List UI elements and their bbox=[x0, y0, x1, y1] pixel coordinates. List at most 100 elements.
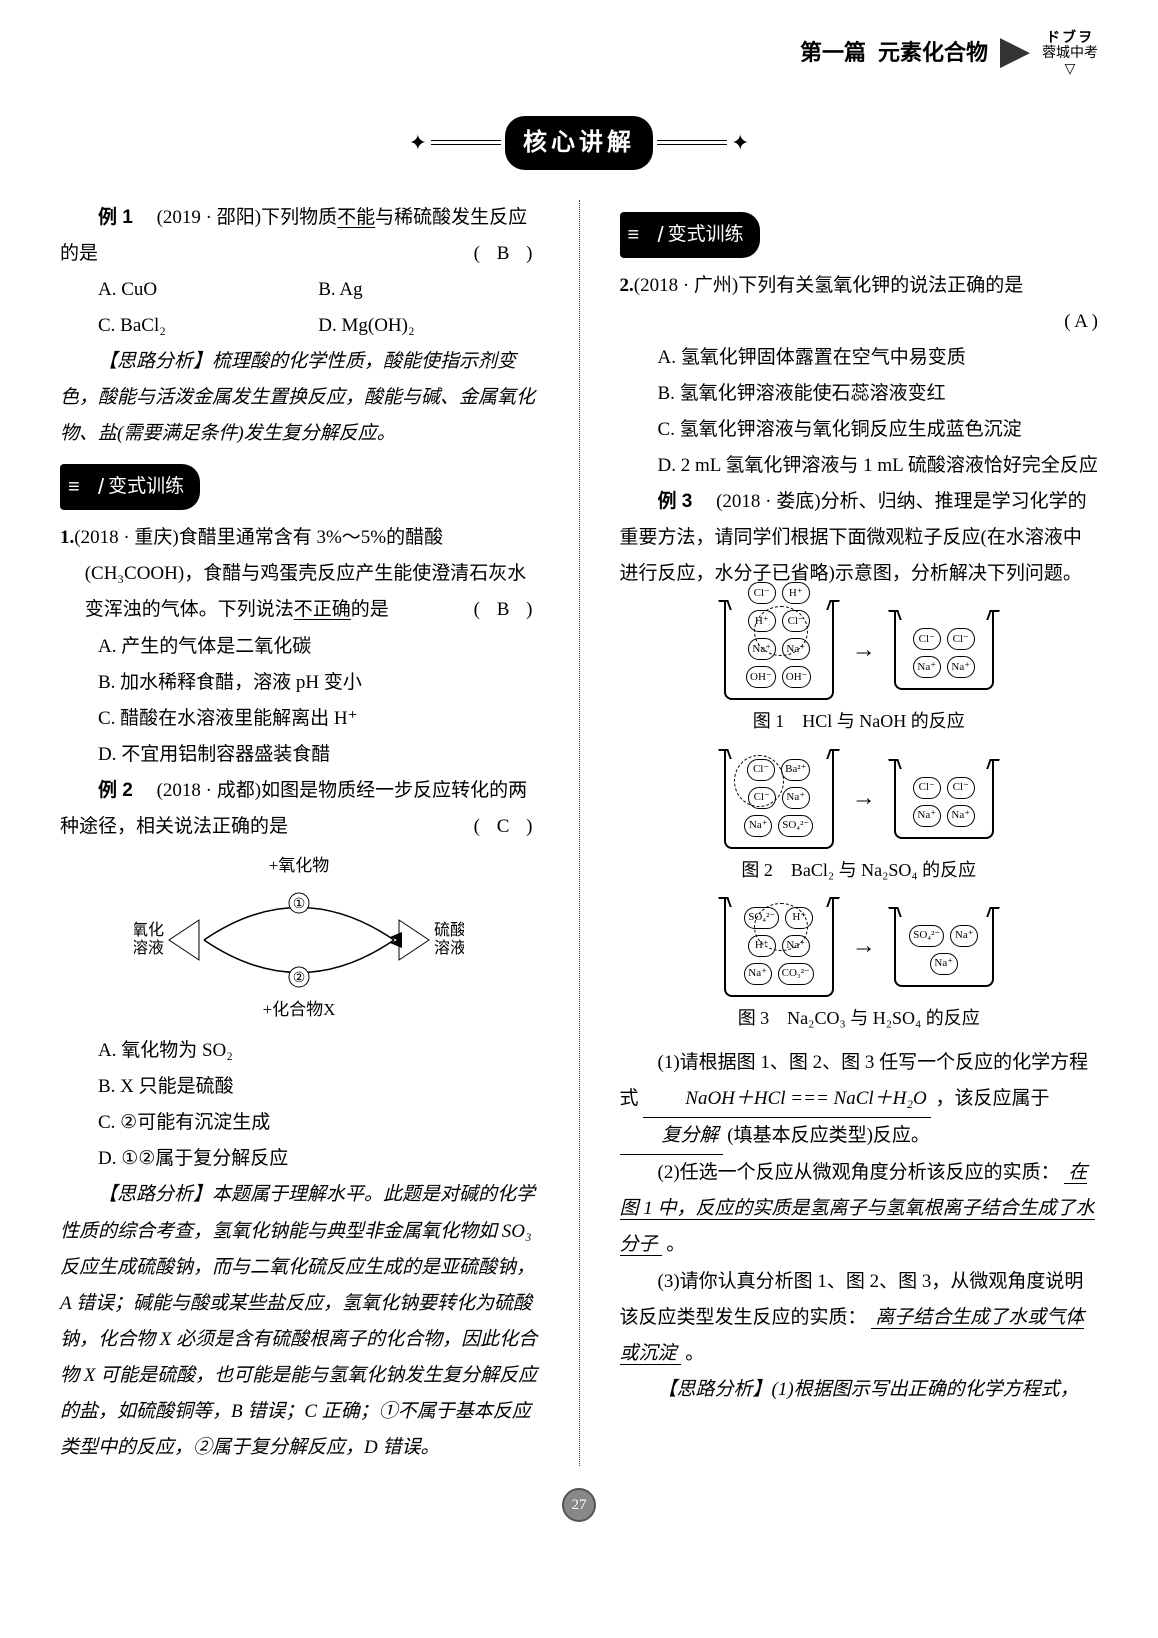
q1-text: 1.(2018 · 重庆)食醋里通常含有 3%～5%的醋酸(CH₃COOH)，食… bbox=[60, 520, 539, 628]
ion: Na⁺ bbox=[744, 963, 772, 985]
ion: Na⁺ bbox=[913, 656, 941, 678]
variant-label-2: 变式训练 bbox=[668, 217, 744, 253]
diag-top-label: +氧化物 bbox=[269, 856, 330, 875]
ex2-label: 例 2 bbox=[98, 780, 133, 801]
ion: Na⁺ bbox=[913, 805, 941, 827]
fig1-left-beaker: Cl⁻ H⁺ H⁺ Cl⁻ Na⁺ Na⁺ OH⁻ OH⁻ bbox=[724, 600, 834, 700]
ex3-lead: 例 3 (2018 · 娄底)分析、归纳、推理是学习化学的重要方法，请同学们根据… bbox=[620, 484, 1099, 592]
variant-banner-1: / 变式训练 bbox=[60, 464, 200, 510]
ex1-optA: A. CuO bbox=[98, 272, 318, 308]
fig1-right-beaker: Cl⁻ Cl⁻ Na⁺ Na⁺ bbox=[894, 610, 994, 690]
q2-text: 2.(2018 · 广州)下列有关氢氧化钾的说法正确的是 bbox=[620, 268, 1099, 304]
sub2-period: 。 bbox=[666, 1234, 685, 1255]
ion: Cl⁻ bbox=[947, 628, 975, 650]
fig1-pair: Cl⁻ H⁺ H⁺ Cl⁻ Na⁺ Na⁺ OH⁻ OH⁻ → Cl⁻ Cl⁻ … bbox=[620, 600, 1099, 700]
sub3-period: 。 bbox=[685, 1343, 704, 1364]
fig3-right-beaker: SO₄²⁻ Na⁺ Na⁺ bbox=[894, 907, 994, 987]
ion: SO₄²⁻ bbox=[909, 925, 944, 947]
ex2-optB: B. X 只能是硫酸 bbox=[60, 1069, 539, 1105]
banner-line-right bbox=[657, 140, 727, 145]
fig1-dashed bbox=[754, 606, 808, 656]
ex2-optD: D. ①②属于复分解反应 bbox=[60, 1141, 539, 1177]
q1-optC: C. 醋酸在水溶液里能解离出 H⁺ bbox=[60, 701, 539, 737]
sub2-text: (2)任选一个反应从微观角度分析该反应的实质： bbox=[658, 1162, 1060, 1183]
fig2-left-beaker: Cl⁻ Ba²⁺ Cl⁻ Na⁺ Na⁺ SO₄²⁻ bbox=[724, 749, 834, 849]
left-node-l2: 钠溶液 bbox=[134, 939, 164, 957]
slash-icon: / bbox=[98, 466, 104, 508]
diag-bottom-label: +化合物X bbox=[263, 1000, 336, 1019]
ex1-answer: ( B ) bbox=[436, 236, 539, 272]
q1-optB: B. 加水稀释食醋，溶液 pH 变小 bbox=[60, 665, 539, 701]
sub1-fill-eq: NaOH＋HCl === NaCl＋H₂O bbox=[643, 1081, 930, 1118]
right-column: / 变式训练 2.(2018 · 广州)下列有关氢氧化钾的说法正确的是 ( A … bbox=[620, 200, 1099, 1466]
badge-arrow: ▽ bbox=[1065, 61, 1076, 76]
ex1-optB: B. Ag bbox=[318, 272, 538, 308]
ion: Na⁺ bbox=[744, 815, 772, 837]
arc-bot-num: ② bbox=[293, 971, 306, 986]
header-topic: 元素化合物 bbox=[878, 32, 988, 74]
fig2-dashed bbox=[734, 755, 784, 807]
ion: OH⁻ bbox=[746, 666, 776, 688]
sub1-b: ，该反应属于 bbox=[935, 1088, 1049, 1109]
ion: Na⁺ bbox=[947, 656, 975, 678]
ex1-optD: D. Mg(OH)₂ bbox=[318, 308, 538, 344]
badge-mid: 蓉城中考 bbox=[1042, 45, 1098, 60]
page-number: 27 bbox=[60, 1486, 1098, 1522]
banner-title: 核心讲解 bbox=[505, 116, 653, 170]
variant-banner-2: / 变式训练 bbox=[620, 212, 760, 258]
arrow-icon: → bbox=[852, 628, 876, 674]
ex2-optC: C. ②可能有沉淀生成 bbox=[60, 1105, 539, 1141]
ex1-lead: 例 1 (2019 · 邵阳)下列物质不能与稀硫酸发生反应的是 ( B ) bbox=[60, 200, 539, 272]
fig3-left-beaker: SO₄²⁻ H⁺ H⁺ Na⁺ Na⁺ CO₃²⁻ bbox=[724, 897, 834, 997]
section-banner: ✦ 核心讲解 ✦ bbox=[60, 116, 1098, 170]
sub1-fill-type: 复分解 bbox=[620, 1118, 723, 1155]
fig2-pair: Cl⁻ Ba²⁺ Cl⁻ Na⁺ Na⁺ SO₄²⁻ → Cl⁻ Cl⁻ Na⁺… bbox=[620, 749, 1099, 849]
badge-top: ドブヲ bbox=[1046, 30, 1094, 45]
ex2-lead: 例 2 (2018 · 成都)如图是物质经一步反应转化的两种途径，相关说法正确的… bbox=[60, 773, 539, 845]
left-column: 例 1 (2019 · 邵阳)下列物质不能与稀硫酸发生反应的是 ( B ) A.… bbox=[60, 200, 539, 1466]
q1-optD: D. 不宜用铝制容器盛装食醋 bbox=[60, 737, 539, 773]
right-node-l1: 硫酸钠 bbox=[434, 921, 464, 939]
ion: OH⁻ bbox=[782, 666, 812, 688]
q2-answer: ( A ) bbox=[1064, 311, 1098, 332]
two-column-layout: 例 1 (2019 · 邵阳)下列物质不能与稀硫酸发生反应的是 ( B ) A.… bbox=[60, 200, 1098, 1466]
q1-optA: A. 产生的气体是二氧化碳 bbox=[60, 629, 539, 665]
column-divider bbox=[579, 200, 580, 1466]
arrow-icon: → bbox=[852, 776, 876, 822]
header-accent-triangle bbox=[1000, 38, 1030, 68]
page-number-value: 27 bbox=[562, 1488, 596, 1522]
ex3-analysis: 【思路分析】(1)根据图示写出正确的化学方程式， bbox=[620, 1372, 1099, 1408]
list-icon bbox=[68, 468, 86, 506]
fig3-dashed bbox=[754, 903, 808, 951]
ion: SO₄²⁻ bbox=[778, 815, 813, 837]
ex2-diagram: +氧化物 ① 氢氧化 钠溶液 硫酸钠 溶液 ② +化合物X bbox=[60, 855, 539, 1025]
q2-answer-line: ( A ) bbox=[620, 304, 1099, 340]
ex1-analysis: 【思路分析】梳理酸的化学性质，酸能使指示剂变色，酸能与活泼金属发生置换反应，酸能… bbox=[60, 344, 539, 452]
fig1-caption: 图 1 HCl 与 NaOH 的反应 bbox=[620, 704, 1099, 738]
q2-optC: C. 氢氧化钾溶液与氧化铜反应生成蓝色沉淀 bbox=[620, 412, 1099, 448]
ion: Na⁺ bbox=[930, 953, 958, 975]
header-badge: ドブヲ 蓉城中考 ▽ bbox=[1042, 30, 1098, 76]
ex1-row1: A. CuO B. Ag bbox=[60, 272, 539, 308]
page-header: 第一篇 元素化合物 ドブヲ 蓉城中考 ▽ bbox=[60, 30, 1098, 76]
right-node-shape bbox=[399, 920, 429, 960]
ex2-answer: ( C ) bbox=[436, 809, 539, 845]
fig2-caption: 图 2 BaCl₂ 与 Na₂SO₄ 的反应 bbox=[620, 853, 1099, 887]
fig3-pair: SO₄²⁻ H⁺ H⁺ Na⁺ Na⁺ CO₃²⁻ → SO₄²⁻ Na⁺ Na… bbox=[620, 897, 1099, 997]
q2-optA: A. 氢氧化钾固体露置在空气中易变质 bbox=[620, 340, 1099, 376]
star-left-icon: ✦ bbox=[409, 122, 427, 164]
ion: Cl⁻ bbox=[947, 777, 975, 799]
ion: Cl⁻ bbox=[748, 582, 776, 604]
ex1-optC: C. BaCl₂ bbox=[98, 308, 318, 344]
list-icon-2 bbox=[628, 216, 646, 254]
ex1-row2: C. BaCl₂ D. Mg(OH)₂ bbox=[60, 308, 539, 344]
ex3-sub1: (1)请根据图 1、图 2、图 3 任写一个反应的化学方程式 NaOH＋HCl … bbox=[620, 1045, 1099, 1155]
arc-top-num: ① bbox=[293, 897, 306, 912]
arrow-icon: → bbox=[852, 924, 876, 970]
ion: Na⁺ bbox=[950, 925, 978, 947]
ion: H⁺ bbox=[782, 582, 810, 604]
sub1-c: (填基本反应类型)反应。 bbox=[727, 1125, 930, 1146]
ex3-sub3: (3)请你认真分析图 1、图 2、图 3，从微观角度说明该反应类型发生反应的实质… bbox=[620, 1264, 1099, 1372]
q1-answer: ( B ) bbox=[498, 592, 538, 628]
header-part: 第一篇 bbox=[800, 32, 866, 74]
